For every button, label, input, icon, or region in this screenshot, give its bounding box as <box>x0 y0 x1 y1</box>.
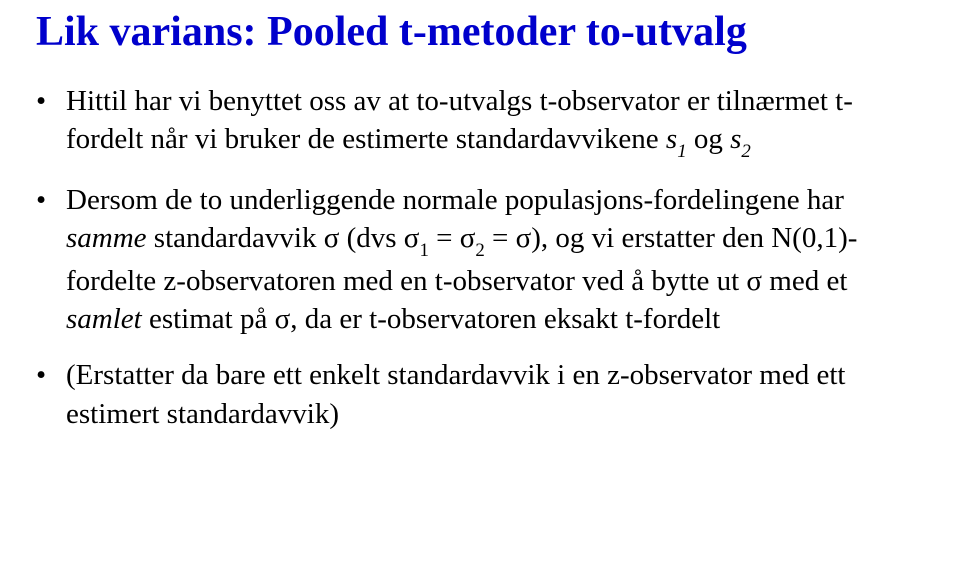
bullet-item-1: Hittil har vi benyttet oss av at to-utva… <box>36 82 924 163</box>
slide-title: Lik varians: Pooled t-metoder to-utvalg <box>36 10 924 54</box>
bullet-list: Hittil har vi benyttet oss av at to-utva… <box>36 82 924 433</box>
slide: Lik varians: Pooled t-metoder to-utvalg … <box>0 0 960 583</box>
b2-sub2: 2 <box>475 240 484 261</box>
b1-and: og <box>687 123 731 155</box>
b1-s1: s <box>666 123 677 155</box>
b2-samme: samme <box>66 222 147 254</box>
bullet-item-3: (Erstatter da bare ett enkelt standardav… <box>36 356 924 433</box>
b2-post1: standardavvik σ (dvs σ <box>147 222 420 254</box>
bullet-item-2: Dersom de to underliggende normale popul… <box>36 181 924 338</box>
b2-sub1: 1 <box>419 240 428 261</box>
b2-pre: Dersom de to underliggende normale popul… <box>66 184 844 216</box>
b1-s2: s <box>730 123 741 155</box>
b2-post2: estimat på σ, da er t-observatoren eksak… <box>142 303 721 335</box>
b1-s1-sub: 1 <box>677 141 686 162</box>
b1-s2-sub: 2 <box>741 141 750 162</box>
b2-eq1: = σ <box>429 222 476 254</box>
b2-samlet: samlet <box>66 303 142 335</box>
